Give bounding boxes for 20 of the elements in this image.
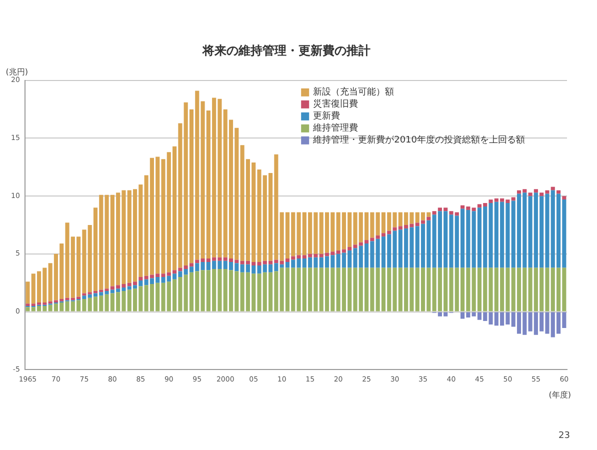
legend-label: 維持管理費 <box>312 122 358 134</box>
text: 23 <box>558 430 570 441</box>
bar <box>556 190 561 194</box>
bar <box>432 211 436 215</box>
bar <box>528 192 532 196</box>
legend-label: 新設（充当可能）額 <box>313 86 394 98</box>
bar <box>138 277 143 281</box>
legend-label: 更新費 <box>313 110 340 122</box>
bar <box>562 196 566 200</box>
chart-title: 将来の維持管理・更新費の推計 <box>202 43 370 58</box>
bar <box>82 296 86 300</box>
bar <box>472 208 476 212</box>
bar <box>534 189 538 193</box>
bar <box>511 197 516 201</box>
x-axis-title: (年度) <box>548 390 571 400</box>
y-axis-title: (兆円) <box>6 67 28 76</box>
bar <box>426 216 431 220</box>
legend-label: 災害復旧費 <box>313 98 358 110</box>
legend-label: 維持管理・更新費が2010年度の投資総額を上回る額 <box>312 134 525 146</box>
bar <box>550 186 555 190</box>
